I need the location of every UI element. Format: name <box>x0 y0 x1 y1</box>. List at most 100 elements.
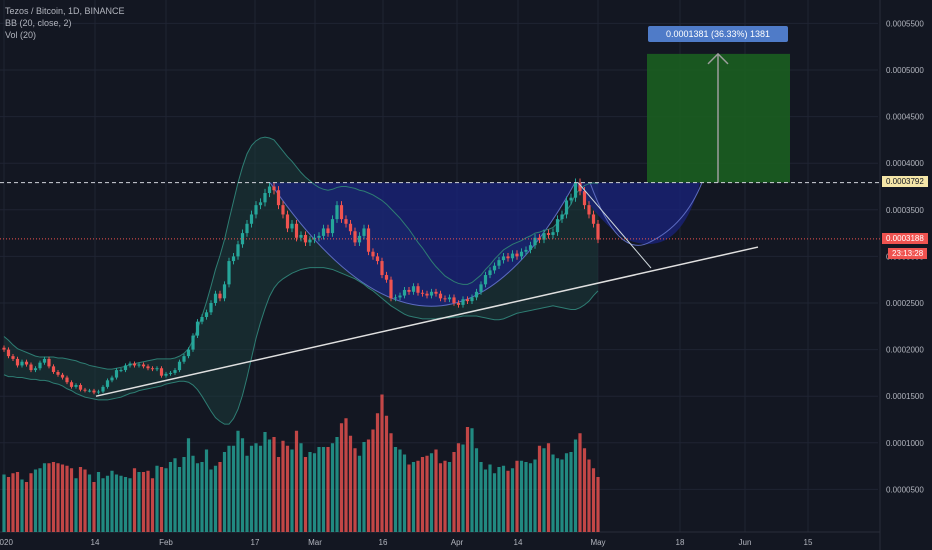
volume-bar <box>92 482 96 532</box>
candle-body <box>425 293 429 296</box>
candle-body <box>74 385 78 387</box>
candle-body <box>42 358 47 363</box>
bar-countdown-tag: 23:13:28 <box>888 248 928 259</box>
volume-bar <box>276 457 281 532</box>
volume-bar <box>330 443 335 532</box>
volume-bar <box>443 460 447 532</box>
volume-bar <box>29 473 33 532</box>
volume-bar <box>146 470 150 532</box>
volume-bar <box>87 474 92 532</box>
x-tick-label: 14 <box>514 538 523 547</box>
candle-body <box>294 223 299 238</box>
volume-bar <box>60 464 65 532</box>
candle-body <box>411 286 416 292</box>
volume-bar <box>51 462 56 532</box>
volume-bar <box>582 448 587 532</box>
volume-bar <box>317 447 321 532</box>
volume-bar <box>515 460 519 532</box>
volume-bar <box>542 448 546 532</box>
volume-bar <box>596 477 600 532</box>
candle-body <box>474 291 479 298</box>
candle-body <box>452 297 456 303</box>
candle-body <box>227 261 231 285</box>
candle-body <box>254 205 258 215</box>
candle-body <box>200 316 204 322</box>
last-price-tag: 0.0003188 <box>882 233 928 244</box>
volume-bar <box>420 457 425 532</box>
volume-bar <box>591 468 596 532</box>
candle-body <box>573 182 578 198</box>
candle-body <box>546 233 551 235</box>
y-tick-label: 0.0005000 <box>886 66 924 75</box>
volume-bar <box>353 448 357 532</box>
x-tick-label: 17 <box>251 538 260 547</box>
x-tick-label: May <box>590 538 605 547</box>
candle-body <box>551 232 555 235</box>
candle-body <box>101 386 105 392</box>
candle-body <box>569 197 573 201</box>
volume-bar <box>560 459 564 532</box>
candle-body <box>60 374 65 378</box>
handle-outline <box>589 182 703 246</box>
candle-body <box>537 237 542 240</box>
volume-bar <box>182 457 186 532</box>
candle-body <box>285 214 290 229</box>
volume-bar <box>200 462 204 532</box>
volume-bar <box>438 463 443 532</box>
candle-body <box>6 349 11 357</box>
volume-bar <box>528 463 533 532</box>
candle-body <box>128 363 132 366</box>
candle-body <box>510 253 515 259</box>
candle-body <box>560 214 564 220</box>
candle-body <box>542 233 546 240</box>
volume-bar <box>177 467 182 532</box>
candle-body <box>11 356 15 359</box>
y-tick-label: 0.0005500 <box>886 19 924 28</box>
x-tick-label: 2020 <box>0 538 13 547</box>
candle-body <box>470 297 474 302</box>
candle-body <box>245 223 249 234</box>
candle-body <box>393 297 398 299</box>
candle-body <box>353 231 357 243</box>
volume-bar <box>69 468 74 532</box>
candle-body <box>596 223 600 240</box>
candle-body <box>146 366 150 369</box>
candle-body <box>258 202 263 206</box>
volume-bar <box>402 454 407 532</box>
candle-body <box>110 377 114 381</box>
candle-body <box>366 228 371 252</box>
volume-bar <box>434 449 438 532</box>
x-tick-label: Feb <box>159 538 173 547</box>
projection-label: 0.0001381 (36.33%) 1381 <box>648 26 788 42</box>
candle-body <box>96 391 101 393</box>
volume-bar <box>533 459 537 532</box>
volume-bar <box>573 439 578 532</box>
candle-body <box>587 205 591 215</box>
volume-bar <box>501 465 506 532</box>
volume-bar <box>213 465 218 532</box>
candle-body <box>582 191 587 206</box>
candle-body <box>348 223 353 232</box>
candle-body <box>105 380 110 387</box>
candle-body <box>47 358 51 367</box>
candle-body <box>447 297 452 300</box>
candle-body <box>132 363 137 366</box>
candle-body <box>321 228 326 236</box>
candle-body <box>249 214 254 224</box>
x-tick-label: 15 <box>804 538 813 547</box>
x-tick-label: 18 <box>676 538 685 547</box>
volume-bar <box>119 475 123 532</box>
candle-body <box>344 219 348 224</box>
candle-body <box>375 256 380 262</box>
candle-body <box>519 251 524 257</box>
volume-bar <box>398 449 402 532</box>
volume-bar <box>294 430 299 532</box>
volume-bar <box>263 432 267 532</box>
candle-body <box>231 256 236 262</box>
volume-bar <box>168 462 173 532</box>
volume-bar <box>335 437 339 532</box>
resistance-price-tag: 0.0003792 <box>882 176 928 187</box>
volume-bar <box>267 439 272 532</box>
